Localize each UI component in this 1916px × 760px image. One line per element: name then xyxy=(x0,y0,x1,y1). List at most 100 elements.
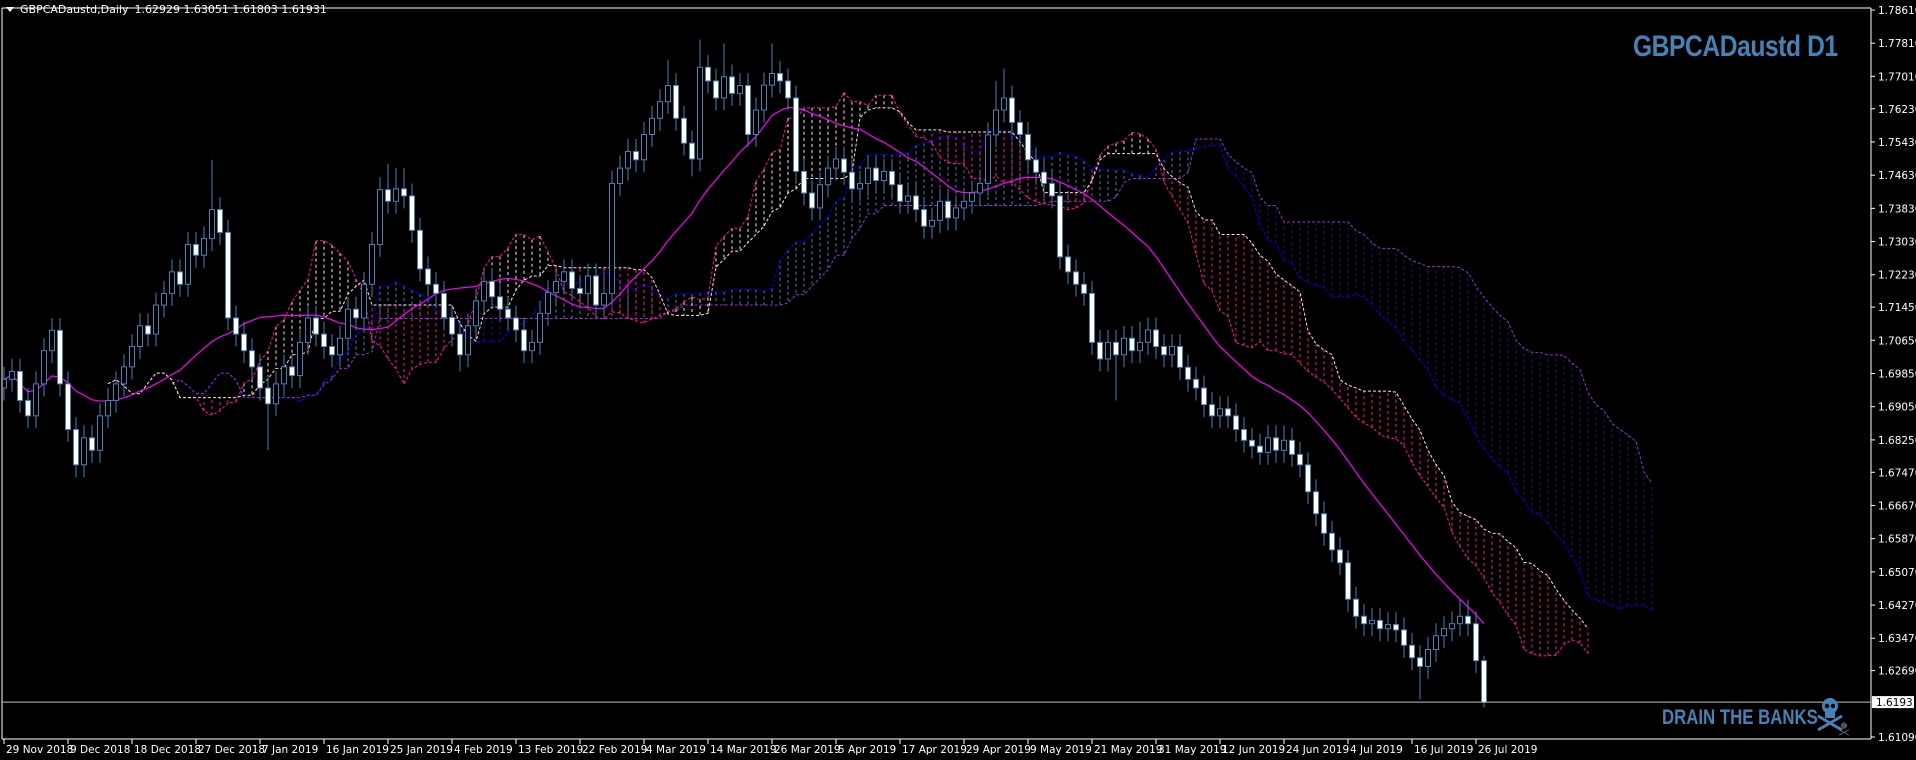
candle-body xyxy=(641,133,647,161)
candle xyxy=(801,158,807,206)
symbol-title-overlay: GBPCADaustd D1 xyxy=(1633,30,1838,63)
candle-body xyxy=(89,437,95,451)
date-label: 4 Mar 2019 xyxy=(646,744,706,756)
candle-body xyxy=(257,366,263,389)
candle xyxy=(1113,329,1119,401)
candle-body xyxy=(1121,337,1127,356)
candle-body xyxy=(953,207,959,219)
candle xyxy=(289,354,295,389)
candle-body xyxy=(209,209,215,240)
candle-body xyxy=(713,80,719,99)
candle xyxy=(905,183,911,214)
price-tick-label: 1.73830 xyxy=(1878,203,1916,215)
candle-body xyxy=(169,271,175,294)
candle-body xyxy=(1417,657,1423,667)
candle xyxy=(1137,321,1143,364)
candle xyxy=(449,305,455,347)
candle xyxy=(553,268,559,306)
date-label: 4 Jul 2019 xyxy=(1350,744,1403,756)
candle-body xyxy=(1393,624,1399,631)
candle-body xyxy=(1169,346,1175,356)
candle-body xyxy=(1073,271,1079,285)
candle xyxy=(1185,354,1191,392)
ma-line xyxy=(3,106,1485,625)
candle xyxy=(1025,122,1031,173)
candle-body xyxy=(937,200,943,221)
candle-body xyxy=(65,383,71,431)
candle-body xyxy=(625,151,631,169)
candle-body xyxy=(705,66,711,82)
candle xyxy=(457,321,463,372)
candle-body xyxy=(17,370,23,401)
candle-body xyxy=(913,195,919,211)
candle xyxy=(1033,147,1039,185)
candle xyxy=(345,296,351,351)
candle-body xyxy=(1081,283,1087,294)
price-tick-label: 1.77810 xyxy=(1878,38,1916,50)
candle-body xyxy=(1481,660,1487,703)
candle xyxy=(137,313,143,359)
candle xyxy=(417,217,423,282)
candle xyxy=(329,334,335,368)
candle xyxy=(841,146,847,185)
price-tick-label: 1.70650 xyxy=(1878,335,1916,347)
candle xyxy=(1377,607,1383,642)
candle xyxy=(1409,632,1415,671)
candle xyxy=(489,268,495,310)
candle-body xyxy=(809,192,815,209)
candle xyxy=(1153,317,1159,359)
candle-body xyxy=(193,243,199,256)
price-tick-label: 1.65870 xyxy=(1878,534,1916,546)
candle xyxy=(753,97,759,147)
current-price-line: 1.61931 xyxy=(2,696,1916,709)
candle-body xyxy=(657,101,663,119)
price-tick-label: 1.69850 xyxy=(1878,369,1916,381)
cloud-fast xyxy=(107,91,1589,657)
candle-body xyxy=(993,109,999,136)
candle xyxy=(1449,611,1455,642)
candle xyxy=(321,321,327,359)
candle xyxy=(937,188,943,233)
candle-body xyxy=(33,383,39,417)
candle-body xyxy=(281,366,287,385)
candle-body xyxy=(1177,346,1183,368)
candle xyxy=(465,313,471,368)
candle-body xyxy=(1337,549,1343,564)
date-label: 27 Dec 2018 xyxy=(198,744,265,756)
candle xyxy=(241,321,247,364)
price-axis[interactable]: 1.78610 1.77810 1.77010 1.76230 1.75430 1.746… xyxy=(1871,5,1916,744)
triangle-down-icon[interactable] xyxy=(6,7,14,12)
candle xyxy=(1425,637,1431,679)
candle xyxy=(1257,433,1263,465)
candle xyxy=(785,68,791,111)
candle xyxy=(73,417,79,478)
senkou-span-b xyxy=(107,107,1589,630)
candle-body xyxy=(49,329,55,352)
candle-body xyxy=(833,158,839,169)
candle xyxy=(217,197,223,245)
candle-body xyxy=(9,370,15,380)
candle-body xyxy=(305,317,311,343)
candle-body xyxy=(1137,341,1143,352)
candle xyxy=(761,72,767,123)
candle-body xyxy=(313,317,319,335)
candle xyxy=(1361,603,1367,637)
date-label: 14 Mar 2019 xyxy=(710,744,777,756)
date-label: 26 Mar 2019 xyxy=(774,744,841,756)
candle xyxy=(1241,417,1247,453)
price-tick-label: 1.61090 xyxy=(1878,732,1916,744)
candle xyxy=(1233,403,1239,442)
candle xyxy=(1177,334,1183,380)
candle xyxy=(337,325,343,368)
candle xyxy=(1473,611,1479,674)
candle xyxy=(353,296,359,331)
candle-body xyxy=(897,184,903,202)
senkou-span-b xyxy=(171,138,1653,484)
candle xyxy=(257,354,263,401)
candle-body xyxy=(225,231,231,319)
date-label: 9 May 2019 xyxy=(1030,744,1092,756)
date-label: 26 Jul 2019 xyxy=(1478,744,1537,756)
candle xyxy=(977,171,983,206)
